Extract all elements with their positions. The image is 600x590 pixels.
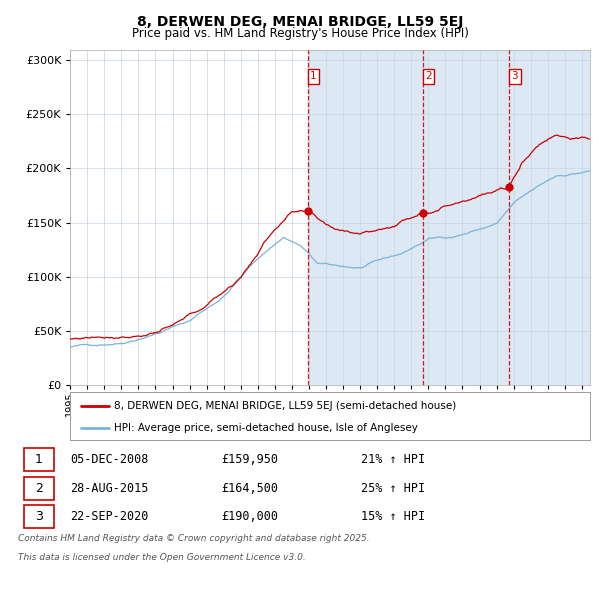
Text: HPI: Average price, semi-detached house, Isle of Anglesey: HPI: Average price, semi-detached house,… [115,423,418,432]
Text: £159,950: £159,950 [221,453,278,466]
Text: Contains HM Land Registry data © Crown copyright and database right 2025.: Contains HM Land Registry data © Crown c… [18,534,370,543]
Text: 05-DEC-2008: 05-DEC-2008 [70,453,149,466]
Text: 28-AUG-2015: 28-AUG-2015 [70,481,149,495]
Text: 3: 3 [511,71,518,81]
Text: 22-SEP-2020: 22-SEP-2020 [70,510,149,523]
FancyBboxPatch shape [23,477,54,500]
Text: 8, DERWEN DEG, MENAI BRIDGE, LL59 5EJ (semi-detached house): 8, DERWEN DEG, MENAI BRIDGE, LL59 5EJ (s… [115,401,457,411]
FancyBboxPatch shape [23,505,54,528]
Text: 2: 2 [35,481,43,495]
Text: 1: 1 [35,453,43,466]
Text: 2: 2 [425,71,432,81]
Text: 21% ↑ HPI: 21% ↑ HPI [361,453,425,466]
Text: 15% ↑ HPI: 15% ↑ HPI [361,510,425,523]
Bar [308,50,600,385]
Text: 1: 1 [310,71,317,81]
Text: 25% ↑ HPI: 25% ↑ HPI [361,481,425,495]
Text: £164,500: £164,500 [221,481,278,495]
Text: Price paid vs. HM Land Registry's House Price Index (HPI): Price paid vs. HM Land Registry's House … [131,27,469,40]
FancyBboxPatch shape [23,448,54,471]
Text: 3: 3 [35,510,43,523]
Text: £190,000: £190,000 [221,510,278,523]
Text: 8, DERWEN DEG, MENAI BRIDGE, LL59 5EJ: 8, DERWEN DEG, MENAI BRIDGE, LL59 5EJ [137,15,463,29]
Text: This data is licensed under the Open Government Licence v3.0.: This data is licensed under the Open Gov… [18,553,306,562]
Bar [70,50,308,385]
